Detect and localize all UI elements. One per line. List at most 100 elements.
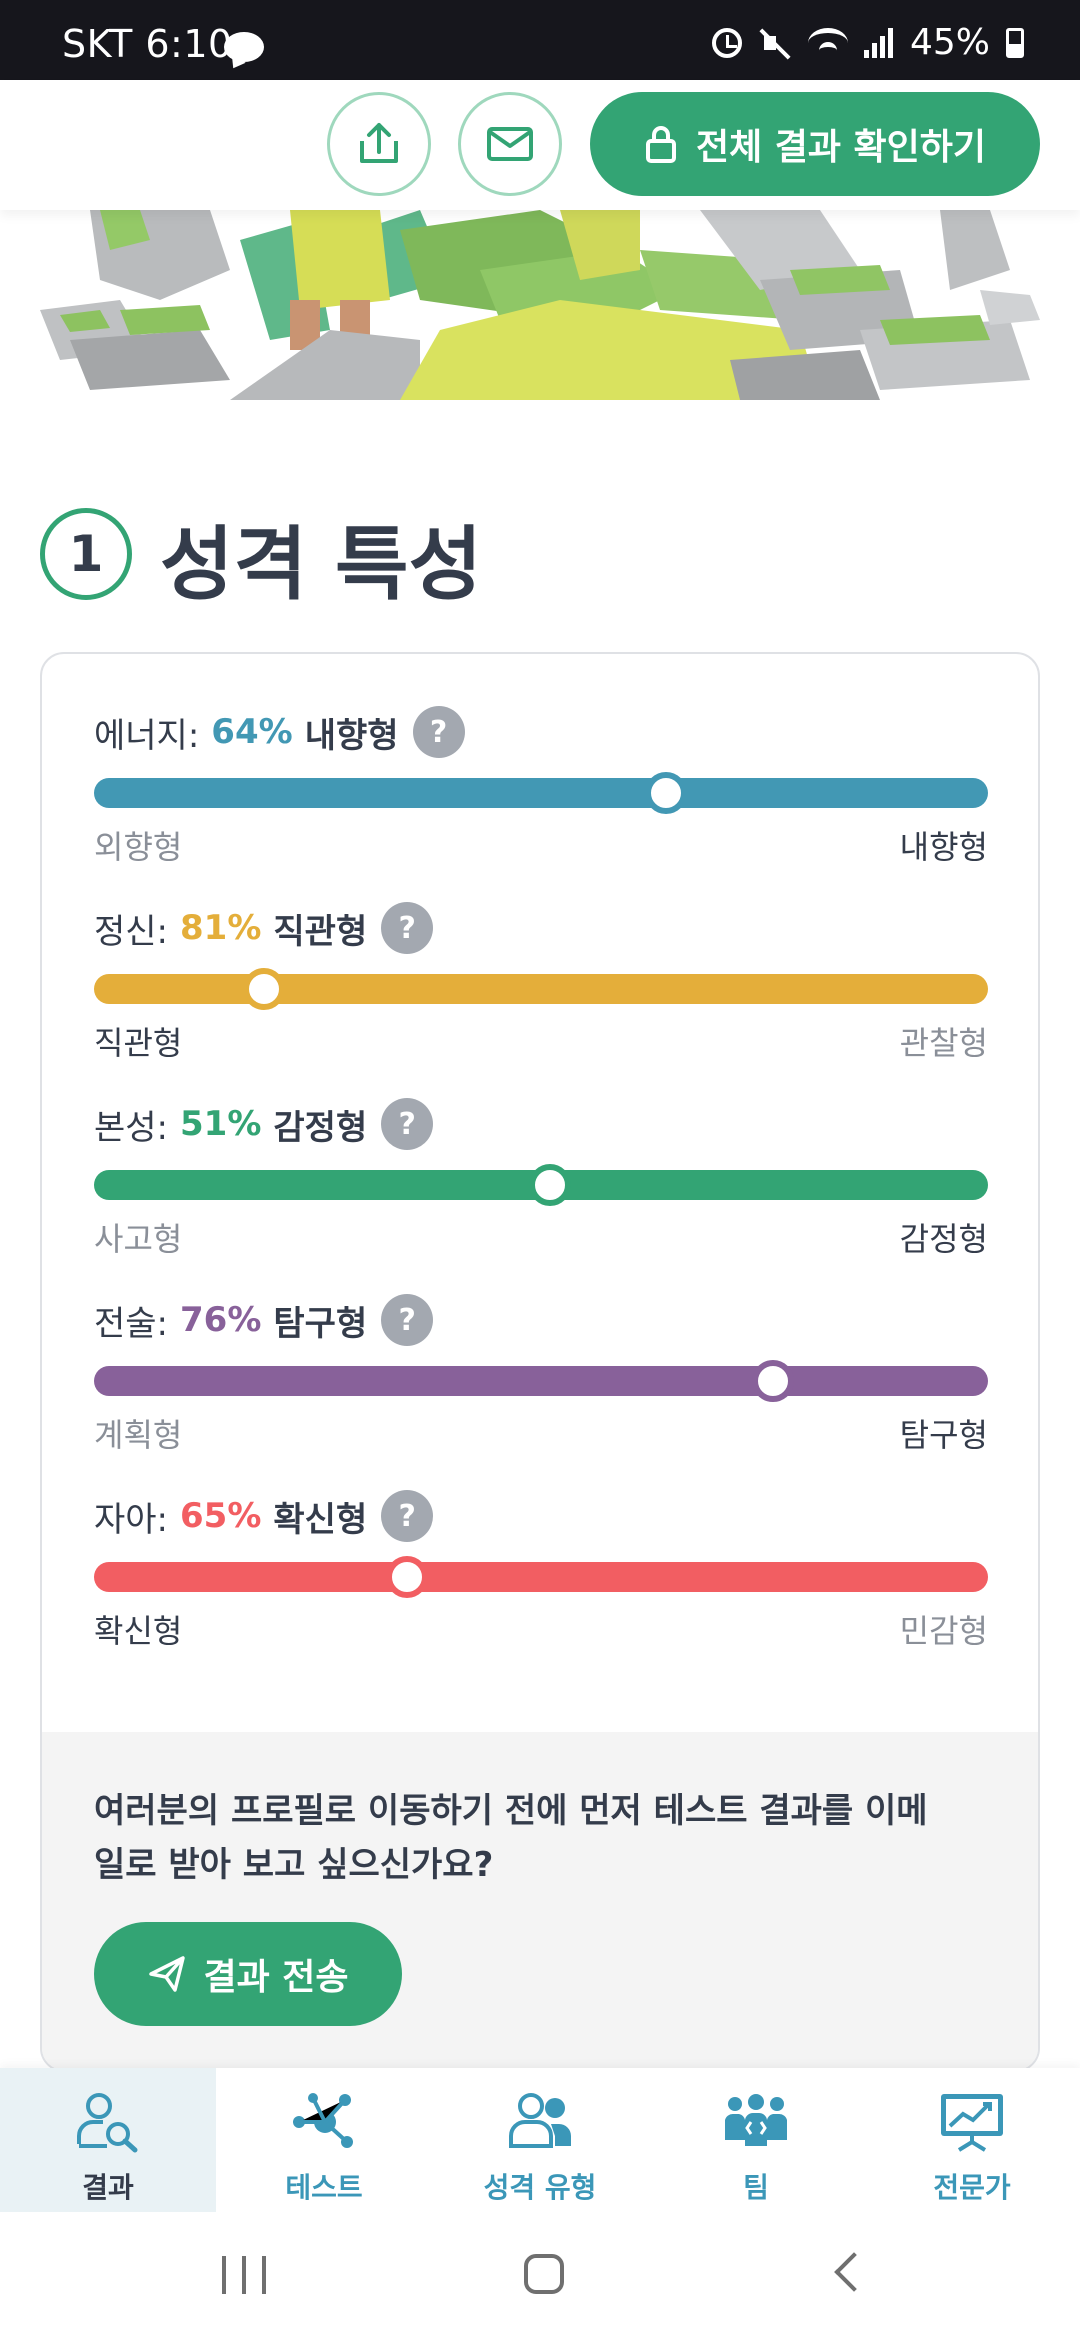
tab-personality-types[interactable]: 성격 유형 [432,2068,648,2212]
trait-label: 본성: 51% 감정형? [94,1098,988,1150]
trait-type: 직관형 [273,911,368,952]
trait-name: 정신: [94,911,169,952]
trait-name: 에너지: [94,715,200,756]
personality-types-icon [509,2093,571,2148]
mail-icon [487,127,533,161]
section-number-badge: 1 [40,508,132,600]
trait-right-label: 내향형 [899,828,988,866]
tab-label: 팀 [743,2171,769,2204]
full-results-label: 전체 결과 확인하기 [695,127,987,168]
trait-bar [94,1164,988,1206]
recent-apps-button[interactable] [222,2256,266,2294]
help-icon[interactable]: ? [381,902,434,954]
trait-row: 전술: 76% 탐구형? 계획형 탐구형 [94,1294,988,1456]
send-results-label: 결과 전송 [203,1957,349,1998]
battery-percent: 45% [909,22,990,63]
trait-ends: 외향형 내향형 [94,822,988,868]
trait-row: 본성: 51% 감정형? 사고형 감정형 [94,1098,988,1260]
trait-right-label: 민감형 [899,1612,988,1650]
trait-label: 전술: 76% 탐구형? [94,1294,988,1346]
trait-right-label: 탐구형 [899,1416,988,1454]
help-icon[interactable]: ? [381,1294,434,1346]
tab-label: 전문가 [933,2171,1011,2204]
tab-professional[interactable]: 전문가 [864,2068,1080,2212]
trait-row: 정신: 81% 직관형? 직관형 관찰형 [94,902,988,1064]
trait-ends: 사고형 감정형 [94,1214,988,1260]
trait-percent: 81% [180,908,262,948]
help-icon[interactable]: ? [412,706,465,758]
trait-type: 확신형 [273,1499,368,1540]
email-prompt-text: 여러분의 프로필로 이동하기 전에 먼저 테스트 결과를 이메일로 받아 보고 … [94,1791,928,1885]
email-button[interactable] [458,92,562,196]
status-bar: SKT 6:10 45% [0,0,1080,80]
home-button[interactable] [524,2254,564,2294]
trait-type: 내향형 [304,715,399,756]
trait-name: 자아: [94,1499,169,1540]
share-button[interactable] [327,92,431,196]
wifi-icon [807,27,848,58]
trait-name: 본성: [94,1107,169,1148]
hero-illustration [0,210,1080,400]
trait-row: 자아: 65% 확신형? 확신형 민감형 [94,1490,988,1652]
trait-bar [94,968,988,1010]
trait-percent: 51% [180,1104,262,1144]
trait-left-label: 직관형 [94,1024,183,1062]
full-results-button[interactable]: 전체 결과 확인하기 [590,92,1040,196]
help-icon[interactable]: ? [381,1098,434,1150]
share-upload-icon [360,123,398,163]
trait-percent: 64% [211,712,293,752]
trait-percent: 76% [180,1300,262,1340]
trait-right-label: 감정형 [899,1220,988,1258]
trait-label: 자아: 65% 확신형? [94,1490,988,1542]
trait-left-label: 확신형 [94,1612,183,1650]
trait-slider-knob [645,772,688,814]
trait-ends: 직관형 관찰형 [94,1018,988,1064]
trait-name: 전술: [94,1303,169,1344]
trait-bar [94,772,988,814]
trait-slider-knob [752,1360,795,1402]
trait-left-label: 계획형 [94,1416,183,1454]
personality-traits-card: 에너지: 64% 내향형? 외향형 내향형 정신: 81% 직관형? 직관형 관찰형 본성: 51% 감… [40,652,1040,2072]
system-nav-bar [0,2212,1080,2340]
trait-row: 에너지: 64% 내향형? 외향형 내향형 [94,706,988,868]
trait-bar [94,1360,988,1402]
trait-ends: 계획형 탐구형 [94,1410,988,1456]
tab-results[interactable]: 결과 [0,2068,216,2212]
tab-label: 테스트 [285,2171,363,2204]
carrier-time: SKT 6:10 [62,22,233,66]
trait-type: 감정형 [273,1107,368,1148]
trait-label: 정신: 81% 직관형? [94,902,988,954]
action-header: 전체 결과 확인하기 [0,80,1080,210]
tab-test[interactable]: 테스트 [216,2068,432,2212]
trait-slider-knob [242,968,285,1010]
lock-icon [645,126,676,163]
trait-left-label: 사고형 [94,1220,183,1258]
back-button[interactable] [834,2252,874,2292]
trait-type: 탐구형 [273,1303,368,1344]
help-icon[interactable]: ? [381,1490,434,1542]
trait-right-label: 관찰형 [899,1024,988,1062]
section-title: 성격 특성 [160,518,483,611]
professional-chart-icon [941,2094,1003,2152]
email-results-prompt: 여러분의 프로필로 이동하기 전에 먼저 테스트 결과를 이메일로 받아 보고 … [42,1732,1038,2070]
tab-label: 결과 [82,2171,134,2204]
tab-team[interactable]: 팀 [648,2068,864,2212]
trait-percent: 65% [180,1496,262,1536]
trait-label: 에너지: 64% 내향형? [94,706,988,758]
tab-label: 성격 유형 [483,2171,597,2204]
trait-slider-knob [528,1164,571,1206]
paper-plane-icon [149,1956,186,1992]
trait-slider-knob [385,1556,428,1598]
trait-ends: 확신형 민감형 [94,1606,988,1652]
status-icons: 45% [711,22,1024,63]
signal-icon [863,27,894,58]
battery-icon [1006,27,1024,58]
alarm-icon [711,27,742,58]
bottom-tab-bar: 결과 테스트 성격 유형 팀 [0,2068,1080,2212]
results-search-icon [77,2093,138,2153]
chat-bubble-icon [224,32,264,62]
send-results-button[interactable]: 결과 전송 [94,1922,402,2026]
trait-left-label: 외향형 [94,828,183,866]
trait-bar [94,1556,988,1598]
team-icon [725,2094,787,2146]
